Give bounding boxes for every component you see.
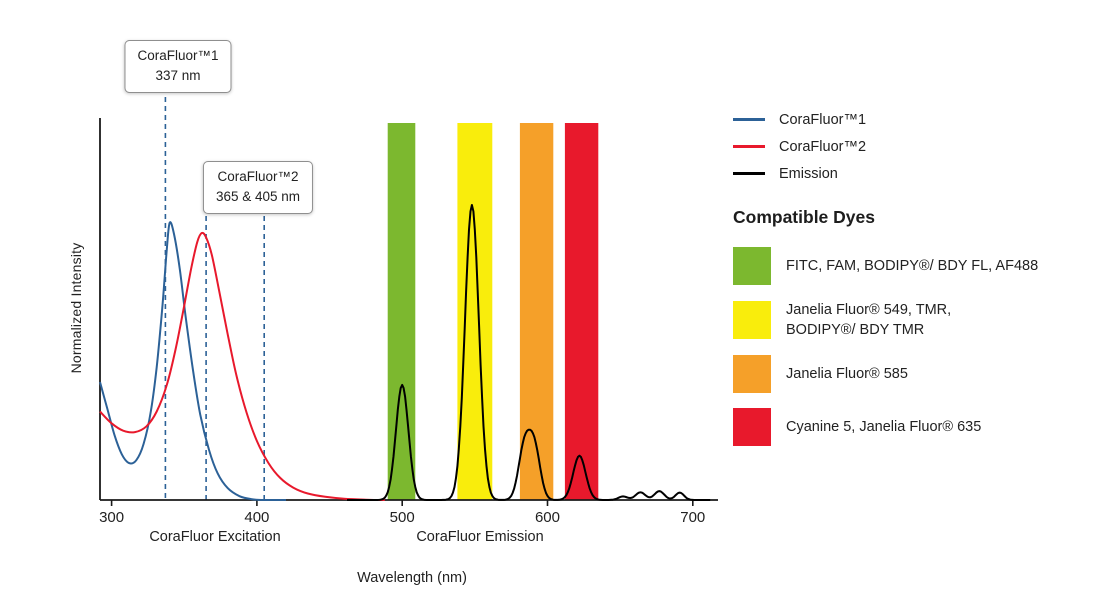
compatible-dyes-heading: Compatible Dyes <box>733 207 875 227</box>
callout-corafluor1: CoraFluor™1 337 nm <box>124 40 232 93</box>
dye-label: Janelia Fluor® 549, TMR, BODIPY®/ BDY TM… <box>786 302 952 338</box>
legend-line-swatch-emission <box>733 172 765 175</box>
legend-line-swatch-corafluor2 <box>733 145 765 148</box>
dye-item-yellow: Janelia Fluor® 549, TMR, BODIPY®/ BDY TM… <box>733 300 1105 340</box>
callout-corafluor2: CoraFluor™2 365 & 405 nm <box>202 161 314 214</box>
emission-band-3 <box>564 123 599 500</box>
x-tick-500: 500 <box>389 509 415 526</box>
y-axis-label: Normalized Intensity <box>68 242 84 374</box>
dye-swatch-orange <box>733 355 771 393</box>
dye-label: FITC, FAM, BODIPY®/ BDY FL, AF488 <box>786 258 1039 274</box>
x-section-label-emission: CoraFluor Emission <box>416 529 544 545</box>
legend: CoraFluor™1 CoraFluor™2 Emission Compati… <box>733 106 1105 461</box>
x-tick-400: 400 <box>244 509 270 526</box>
dye-item-green: FITC, FAM, BODIPY®/ BDY FL, AF488 <box>733 247 1105 285</box>
dye-swatch-green <box>733 247 771 285</box>
emission-band-1 <box>457 123 493 500</box>
dye-label: Cyanine 5, Janelia Fluor® 635 <box>786 419 982 435</box>
dye-label: Janelia Fluor® 585 <box>786 366 908 382</box>
legend-item-corafluor2: CoraFluor™2 <box>733 133 1105 160</box>
callout-title: CoraFluor™2 <box>217 169 299 184</box>
legend-item-emission: Emission <box>733 160 1105 187</box>
corafluor1-excitation-curve <box>99 221 287 502</box>
callout-title: CoraFluor™1 <box>137 48 219 63</box>
dye-item-orange: Janelia Fluor® 585 <box>733 355 1105 393</box>
emission-band-2 <box>519 123 554 500</box>
x-axis-label: Wavelength (nm) <box>357 570 467 586</box>
spectra-chart <box>99 88 718 506</box>
callout-wavelength: 337 nm <box>155 68 201 84</box>
x-tick-600: 600 <box>534 509 560 526</box>
legend-series-label: CoraFluor™2 <box>779 138 867 155</box>
emission-band-0 <box>387 123 416 500</box>
dye-swatch-yellow <box>733 301 771 339</box>
dye-swatch-red <box>733 408 771 446</box>
x-tick-300: 300 <box>99 509 125 526</box>
x-tick-700: 700 <box>680 509 706 526</box>
callout-wavelength: 365 & 405 nm <box>215 189 301 205</box>
corafluor2-excitation-curve <box>99 231 385 501</box>
legend-item-corafluor1: CoraFluor™1 <box>733 106 1105 133</box>
dye-item-red: Cyanine 5, Janelia Fluor® 635 <box>733 408 1105 446</box>
legend-line-swatch-corafluor1 <box>733 118 765 121</box>
legend-series-label: CoraFluor™1 <box>779 111 867 128</box>
corafluor-emission-curve <box>347 204 711 501</box>
legend-series-label: Emission <box>779 165 838 182</box>
x-section-label-excitation: CoraFluor Excitation <box>149 529 281 545</box>
